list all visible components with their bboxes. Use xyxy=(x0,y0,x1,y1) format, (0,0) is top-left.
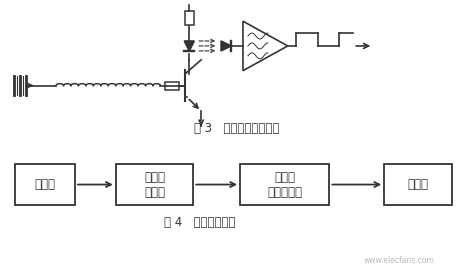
Text: 图 3   发送和接收示意图: 图 3 发送和接收示意图 xyxy=(194,122,280,135)
Text: www.elecfans.com: www.elecfans.com xyxy=(364,256,435,265)
Polygon shape xyxy=(243,21,288,71)
Text: 单片机: 单片机 xyxy=(408,178,428,191)
Text: 红外发
射电路: 红外发 射电路 xyxy=(144,171,165,199)
Text: 单片机: 单片机 xyxy=(35,178,55,191)
Bar xyxy=(116,164,193,205)
Bar xyxy=(185,11,194,25)
Bar xyxy=(240,164,329,205)
Polygon shape xyxy=(221,41,231,51)
Bar xyxy=(15,164,75,205)
Bar xyxy=(384,164,452,205)
Polygon shape xyxy=(184,41,194,51)
Text: 图 4   红外控制系统: 图 4 红外控制系统 xyxy=(164,216,236,229)
Text: 一体化
红外接收头: 一体化 红外接收头 xyxy=(267,171,302,199)
Bar xyxy=(165,81,179,90)
